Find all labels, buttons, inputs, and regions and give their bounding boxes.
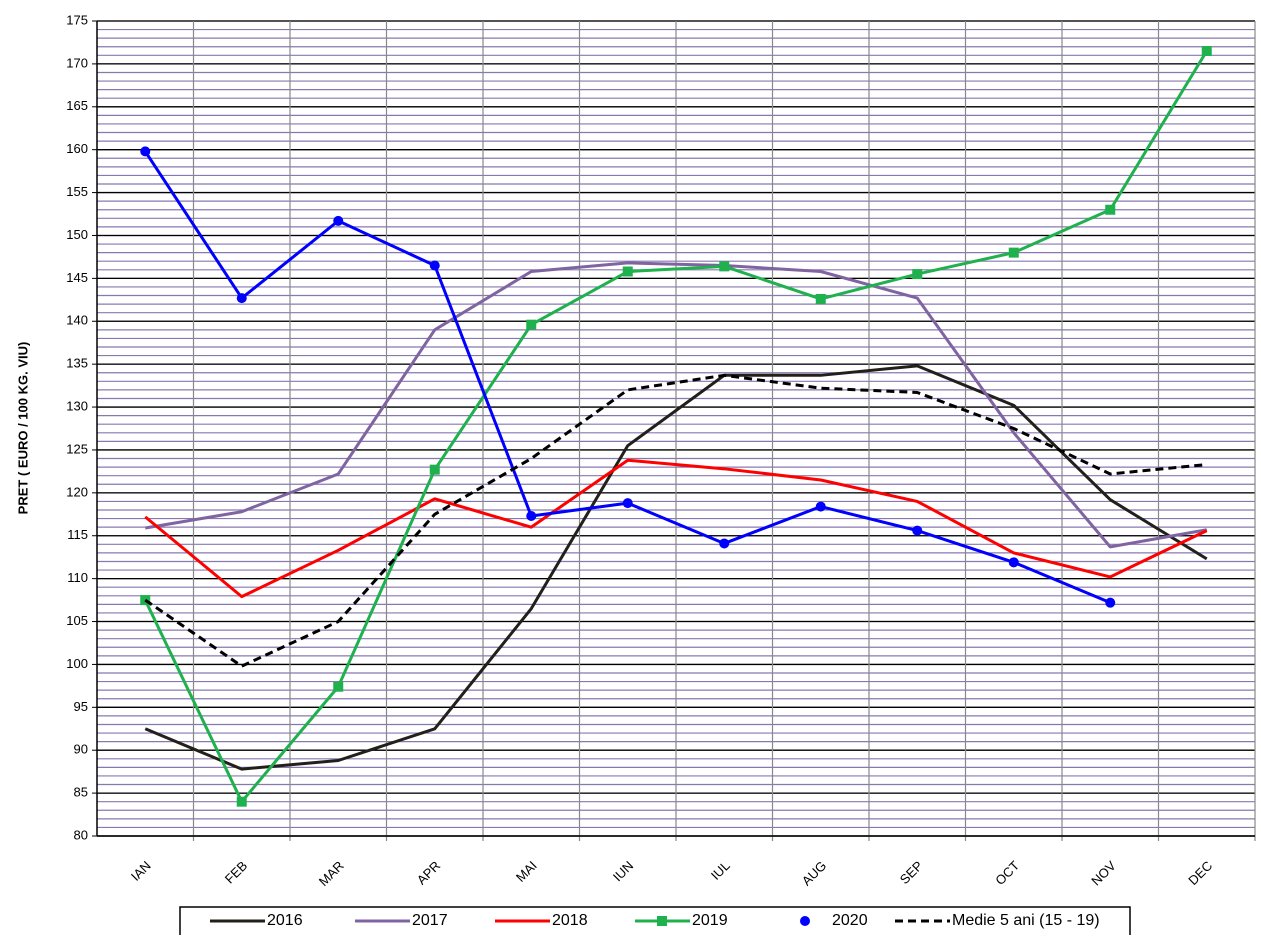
marker xyxy=(815,293,826,304)
marker xyxy=(622,498,633,509)
y-tick-label: 85 xyxy=(74,785,88,800)
marker xyxy=(140,146,151,157)
x-tick-label: IUN xyxy=(610,858,636,884)
y-tick-label: 165 xyxy=(66,98,88,113)
y-tick-label: 125 xyxy=(66,441,88,456)
y-tick-label: 155 xyxy=(66,184,88,199)
y-tick-label: 115 xyxy=(67,527,88,542)
y-tick-label: 160 xyxy=(66,141,88,156)
marker xyxy=(1105,597,1116,608)
series-line xyxy=(145,261,1208,549)
x-tick-label: FEB xyxy=(222,858,250,886)
marker xyxy=(429,464,440,475)
marker xyxy=(1008,247,1019,258)
legend: 2016 2017 2018 2019 2020 Medie 5 ani (15 - 19… xyxy=(179,906,1131,938)
x-tick-label: MAR xyxy=(316,858,347,889)
marker xyxy=(333,215,344,226)
marker xyxy=(526,319,537,330)
marker xyxy=(719,261,730,272)
x-tick-label: APR xyxy=(414,858,444,888)
x-tick-label: MAI xyxy=(513,858,540,885)
marker xyxy=(815,501,826,512)
x-tick-label: IUL xyxy=(708,858,733,883)
y-tick-label: 95 xyxy=(74,699,88,714)
y-tick-label: 175 xyxy=(66,12,88,27)
y-tick-label: 120 xyxy=(66,484,88,499)
marker xyxy=(800,916,810,926)
legend-label: 2018 xyxy=(552,912,588,929)
marker xyxy=(429,260,440,271)
marker xyxy=(912,525,923,536)
y-tick-label: 150 xyxy=(66,227,88,242)
legend-label: 2019 xyxy=(692,912,728,929)
y-tick-label: 135 xyxy=(66,356,88,371)
x-tick-label: SEP xyxy=(897,858,926,887)
marker xyxy=(1105,204,1116,215)
marker xyxy=(657,916,667,926)
y-tick-label: 80 xyxy=(74,827,88,842)
y-tick-label: 145 xyxy=(66,270,88,285)
marker xyxy=(912,269,923,280)
y-tick-label: 105 xyxy=(66,613,88,628)
y-tick-label: 90 xyxy=(74,742,88,757)
series-line xyxy=(144,364,1208,771)
marker xyxy=(333,681,344,692)
x-tick-label: IAN xyxy=(128,858,154,884)
x-tick-label: AUG xyxy=(799,858,830,889)
x-tick-label: OCT xyxy=(992,858,1022,888)
marker xyxy=(622,266,633,277)
marker xyxy=(719,538,730,549)
series-line xyxy=(143,50,1209,804)
marker xyxy=(526,511,537,522)
marker xyxy=(1201,46,1212,57)
y-axis-label: PRET ( EURO / 100 KG. VIU) xyxy=(15,342,30,515)
y-tick-label: 130 xyxy=(66,398,88,413)
legend-label: 2017 xyxy=(412,912,448,929)
y-tick-label: 110 xyxy=(67,570,88,585)
marker xyxy=(236,796,247,807)
x-tick-label: NOV xyxy=(1088,858,1119,889)
y-tick-label: 170 xyxy=(66,55,88,70)
marker xyxy=(1008,557,1019,568)
x-tick-label: DEC xyxy=(1185,858,1215,888)
marker xyxy=(236,293,247,304)
y-tick-label: 100 xyxy=(66,656,88,671)
y-tick-label: 140 xyxy=(66,313,88,328)
legend-label: 2016 xyxy=(267,912,303,929)
legend-label: Medie 5 ani (15 - 19) xyxy=(952,912,1100,929)
legend-label: 2020 xyxy=(832,912,868,929)
series-line xyxy=(144,458,1208,599)
